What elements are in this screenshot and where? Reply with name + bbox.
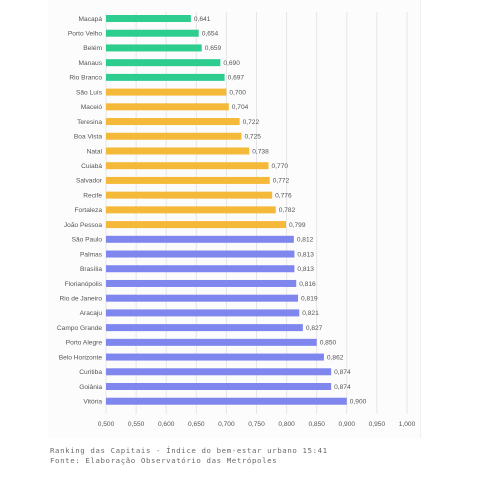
caption-source: Fonte: Elaboração Observatório das Metró…	[50, 456, 278, 465]
value-label: 0,813	[297, 251, 314, 258]
bar	[106, 176, 270, 184]
bar	[106, 397, 347, 405]
bar	[106, 118, 240, 126]
category-label: Macapá	[79, 16, 103, 23]
category-label: Belo Horizonte	[59, 354, 103, 361]
value-label: 0,813	[297, 266, 314, 273]
value-label: 0,770	[272, 163, 289, 170]
value-label: 0,782	[279, 207, 296, 214]
bar	[106, 235, 294, 243]
bar	[106, 147, 250, 155]
x-tick-label: 0,850	[308, 421, 325, 428]
value-label: 0,738	[252, 148, 269, 155]
value-label: 0,821	[302, 310, 319, 317]
bar	[106, 250, 295, 258]
category-label: Manaus	[79, 60, 103, 67]
bar	[106, 15, 191, 22]
bar	[106, 88, 227, 96]
bar	[106, 338, 317, 346]
x-tick-label: 0,550	[128, 421, 145, 428]
bar	[106, 294, 299, 302]
value-label: 0,874	[334, 384, 351, 391]
category-label: Fortaleza	[75, 207, 103, 214]
value-label: 0,654	[202, 31, 219, 38]
bar	[106, 44, 202, 52]
category-label: Brasília	[80, 266, 102, 273]
value-label: 0,700	[229, 89, 246, 96]
value-label: 0,816	[299, 281, 316, 288]
chart-frame	[48, 0, 421, 438]
bar	[106, 206, 276, 214]
bar	[106, 309, 300, 317]
category-label: Florianópolis	[65, 281, 103, 288]
value-label: 0,690	[223, 60, 240, 67]
category-label: Teresina	[77, 119, 102, 126]
x-tick-label: 1,000	[399, 421, 416, 428]
category-label: São Luís	[76, 89, 103, 96]
value-label: 0,850	[320, 340, 337, 347]
value-label: 0,819	[301, 295, 318, 302]
bar	[106, 324, 303, 332]
value-label: 0,697	[228, 75, 245, 82]
bar	[106, 265, 295, 273]
category-label: Maceió	[81, 104, 103, 111]
bar	[106, 73, 225, 81]
x-tick-label: 0,700	[218, 421, 235, 428]
caption-title: Ranking das Capitais - Índice do bem-est…	[50, 446, 328, 455]
category-label: Palmas	[80, 251, 103, 258]
bar	[106, 59, 221, 67]
bar	[106, 162, 269, 170]
x-tick-label: 0,900	[339, 421, 356, 428]
category-label: Cuiabá	[81, 163, 102, 170]
bar	[106, 221, 286, 229]
x-tick-label: 0,950	[369, 421, 386, 428]
category-label: São Paulo	[72, 237, 103, 244]
category-label: Recife	[83, 192, 102, 199]
category-label: Rio de Janeiro	[59, 295, 102, 302]
bar-layer	[106, 15, 347, 405]
value-label: 0,725	[244, 134, 261, 141]
bar	[106, 279, 297, 287]
value-label: 0,722	[243, 119, 260, 126]
x-tick-label: 0,650	[188, 421, 205, 428]
bar	[106, 368, 332, 376]
category-label: João Pessoa	[64, 222, 102, 229]
value-label: 0,772	[273, 178, 290, 185]
value-label: 0,799	[289, 222, 306, 229]
value-label: 0,704	[232, 104, 249, 111]
value-label: 0,827	[306, 325, 323, 332]
x-tick-label: 0,500	[98, 421, 115, 428]
category-label: Aracaju	[80, 310, 103, 317]
category-label: Curitiba	[79, 369, 102, 376]
x-tick-label: 0,800	[278, 421, 295, 428]
bar	[106, 29, 199, 37]
label-layer: 0,500 0,550 0,600 0,650 0,700 0,750 0,800 0,850…	[57, 16, 416, 428]
value-label: 0,874	[334, 369, 351, 376]
bar-chart: 0,500 0,550 0,600 0,650 0,700 0,750 0,800 0,850…	[57, 12, 416, 428]
bar	[106, 383, 332, 390]
category-label: Rio Branco	[69, 75, 102, 82]
category-label: Goiânia	[79, 384, 102, 391]
category-label: Campo Grande	[57, 325, 102, 332]
chart-caption: Ranking das Capitais - Índice do bem-est…	[50, 446, 328, 466]
value-label: 0,900	[350, 399, 367, 406]
x-tick-label: 0,750	[248, 421, 265, 428]
value-label: 0,776	[275, 192, 292, 199]
category-label: Natal	[87, 148, 103, 155]
bar	[106, 132, 242, 140]
value-label: 0,862	[327, 354, 344, 361]
value-label: 0,812	[297, 237, 314, 244]
category-label: Vitória	[83, 399, 102, 406]
bar	[106, 191, 273, 199]
category-label: Porto Alegre	[66, 340, 103, 347]
value-label: 0,641	[194, 16, 211, 23]
x-tick-label: 0,600	[158, 421, 175, 428]
category-label: Porto Velho	[68, 31, 102, 38]
bar	[106, 353, 324, 361]
bar	[106, 103, 229, 111]
value-label: 0,659	[205, 45, 222, 52]
category-label: Belém	[83, 45, 102, 52]
category-label: Salvador	[76, 178, 103, 185]
category-label: Boa Vista	[74, 134, 102, 141]
